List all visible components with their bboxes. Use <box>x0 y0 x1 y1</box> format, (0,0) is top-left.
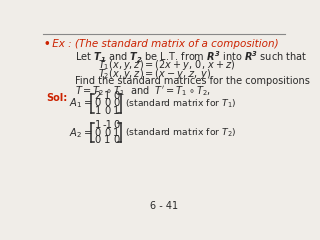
Text: 1: 1 <box>113 128 120 138</box>
Text: Sol:: Sol: <box>46 94 68 103</box>
Text: 0: 0 <box>113 120 119 130</box>
Text: 0: 0 <box>104 98 110 108</box>
Text: 0: 0 <box>113 98 119 108</box>
Text: 0: 0 <box>113 91 119 101</box>
Text: (standard matrix for $T_1$): (standard matrix for $T_1$) <box>125 97 236 110</box>
Text: $T_2(x, y, z) = (x - y,\, z,\, y)$: $T_2(x, y, z) = (x - y,\, z,\, y)$ <box>98 66 211 81</box>
Text: •: • <box>44 39 51 49</box>
Text: Find the standard matrices for the compositions: Find the standard matrices for the compo… <box>75 76 310 86</box>
Text: 0: 0 <box>95 128 101 138</box>
Text: 1: 1 <box>104 135 110 145</box>
Text: 1: 1 <box>94 106 101 116</box>
Text: $A_2 =$: $A_2 =$ <box>69 126 93 140</box>
Text: -1: -1 <box>102 120 112 130</box>
Text: 0: 0 <box>104 106 110 116</box>
Text: $T_1(x, y, z) = (2x + y,\, 0,\, x + z)$: $T_1(x, y, z) = (2x + y,\, 0,\, x + z)$ <box>98 58 236 72</box>
Text: $A_1 =$: $A_1 =$ <box>69 96 93 110</box>
Text: 1: 1 <box>113 106 120 116</box>
Text: 0: 0 <box>95 98 101 108</box>
Text: $T = T_2 \circ T_1$  and  $T' = T_1 \circ T_2,$: $T = T_2 \circ T_1$ and $T' = T_1 \circ … <box>75 84 211 98</box>
Text: 1: 1 <box>94 120 101 130</box>
Text: 6 - 41: 6 - 41 <box>150 201 178 210</box>
Text: 1: 1 <box>104 91 110 101</box>
Text: Let $\bfit{T}_1$ and $\bfit{T}_2$ be L.T. from $\bfit{R}^3$ into $\bfit{R}^3$ su: Let $\bfit{T}_1$ and $\bfit{T}_2$ be L.T… <box>75 50 307 65</box>
Text: 0: 0 <box>113 135 119 145</box>
Text: Ex : (The standard matrix of a composition): Ex : (The standard matrix of a compositi… <box>49 39 279 49</box>
Text: 0: 0 <box>104 128 110 138</box>
Text: 2: 2 <box>94 91 101 101</box>
Text: 0: 0 <box>95 135 101 145</box>
Text: (standard matrix for $T_2$): (standard matrix for $T_2$) <box>125 126 236 139</box>
